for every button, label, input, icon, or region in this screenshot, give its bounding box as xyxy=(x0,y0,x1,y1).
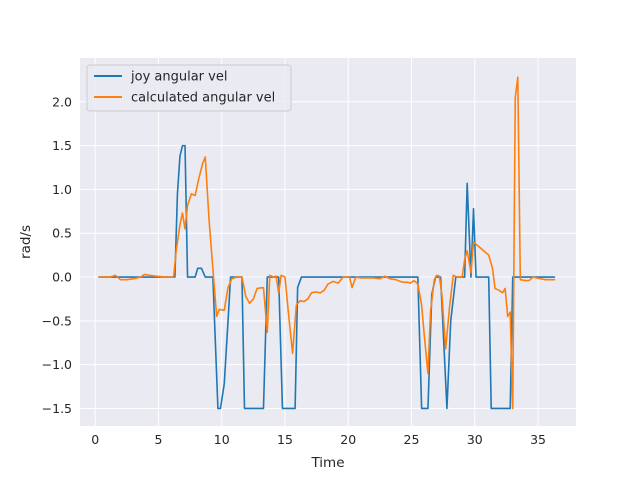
x-tick-label: 15 xyxy=(277,432,293,447)
legend-label-joy: joy angular vel xyxy=(130,70,227,85)
x-tick-label: 35 xyxy=(530,432,546,447)
y-tick-label: −1.0 xyxy=(42,357,72,372)
y-axis-label: rad/s xyxy=(18,225,34,259)
legend-box xyxy=(86,64,292,112)
plot-area xyxy=(80,58,576,426)
legend-label-calculated: calculated angular vel xyxy=(131,91,275,106)
series-lines xyxy=(98,76,556,410)
x-tick-label: 10 xyxy=(214,432,230,447)
y-tick-label: 0.5 xyxy=(52,226,72,241)
y-tick-label: 0.0 xyxy=(52,270,72,285)
series-line-joy-angular-vel xyxy=(98,144,556,410)
legend: joy angular vel calculated angular vel xyxy=(86,64,292,112)
y-tick-label: 1.0 xyxy=(52,182,72,197)
y-tick-label: 1.5 xyxy=(52,138,72,153)
tick-labels: 0 5 10 15 20 25 30 35 −1.5 −1.0 −0.5 0.0 0.5 1.0 1.5 2.… xyxy=(42,94,546,447)
x-tick-label: 0 xyxy=(91,432,99,447)
x-axis-label: Time xyxy=(310,455,344,471)
x-tick-label: 30 xyxy=(467,432,483,447)
x-tick-label: 5 xyxy=(154,432,162,447)
y-tick-label: −1.5 xyxy=(42,401,72,416)
series-line-calculated-angular-vel xyxy=(98,76,556,410)
x-tick-label: 20 xyxy=(340,432,356,447)
y-tick-label: 2.0 xyxy=(52,94,72,109)
y-tick-label: −0.5 xyxy=(42,313,72,328)
x-tick-label: 25 xyxy=(404,432,420,447)
